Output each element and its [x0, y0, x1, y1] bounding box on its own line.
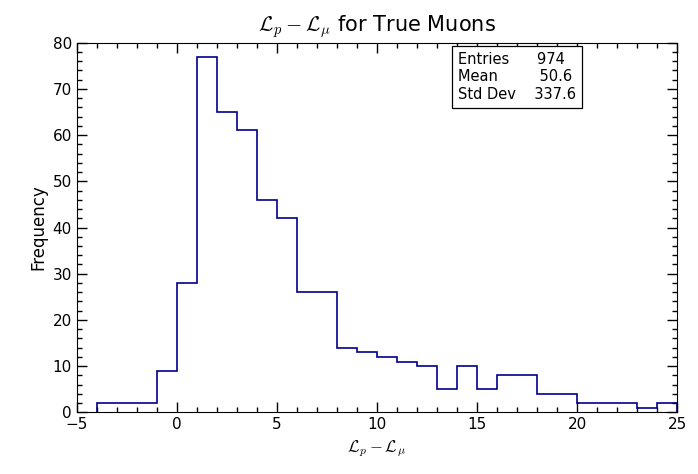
Title: $\mathcal{L}_p - \mathcal{L}_\mu$ for True Muons: $\mathcal{L}_p - \mathcal{L}_\mu$ for Tr… — [258, 13, 496, 40]
X-axis label: $\mathcal{L}_p - \mathcal{L}_\mu$: $\mathcal{L}_p - \mathcal{L}_\mu$ — [348, 438, 406, 458]
Y-axis label: Frequency: Frequency — [29, 185, 47, 270]
Text: Entries      974
Mean         50.6
Std Dev    337.6: Entries 974 Mean 50.6 Std Dev 337.6 — [458, 52, 576, 102]
